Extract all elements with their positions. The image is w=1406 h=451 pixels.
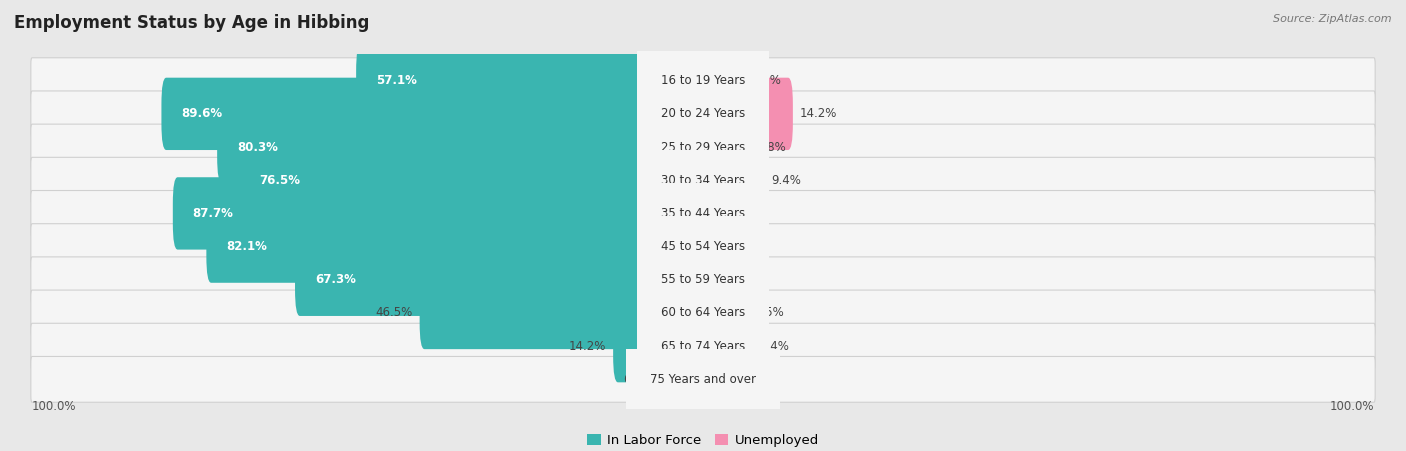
FancyBboxPatch shape <box>240 144 707 216</box>
FancyBboxPatch shape <box>699 45 744 117</box>
FancyBboxPatch shape <box>699 310 752 382</box>
Text: 57.1%: 57.1% <box>375 74 416 87</box>
Text: 2.3%: 2.3% <box>728 240 758 253</box>
Text: 65 to 74 Years: 65 to 74 Years <box>661 340 745 353</box>
Text: 55 to 59 Years: 55 to 59 Years <box>661 273 745 286</box>
Text: 6.3%: 6.3% <box>623 373 654 386</box>
FancyBboxPatch shape <box>356 45 707 117</box>
FancyBboxPatch shape <box>419 277 707 349</box>
Text: 7.4%: 7.4% <box>759 340 789 353</box>
FancyBboxPatch shape <box>31 91 1375 137</box>
FancyBboxPatch shape <box>162 78 707 150</box>
Text: 9.4%: 9.4% <box>772 174 801 187</box>
FancyBboxPatch shape <box>207 211 707 283</box>
Text: 16 to 19 Years: 16 to 19 Years <box>661 74 745 87</box>
FancyBboxPatch shape <box>31 290 1375 336</box>
Text: 0.5%: 0.5% <box>718 207 748 220</box>
FancyBboxPatch shape <box>31 257 1375 303</box>
Text: 25 to 29 Years: 25 to 29 Years <box>661 141 745 153</box>
FancyBboxPatch shape <box>699 244 716 316</box>
Text: 1.3%: 1.3% <box>723 273 752 286</box>
Text: 6.5%: 6.5% <box>754 307 783 319</box>
FancyBboxPatch shape <box>699 111 748 183</box>
Text: 60 to 64 Years: 60 to 64 Years <box>661 307 745 319</box>
FancyBboxPatch shape <box>31 323 1375 369</box>
Text: 100.0%: 100.0% <box>32 400 76 413</box>
FancyBboxPatch shape <box>699 211 721 283</box>
FancyBboxPatch shape <box>699 277 747 349</box>
FancyBboxPatch shape <box>699 144 763 216</box>
Text: 6.1%: 6.1% <box>752 74 782 87</box>
Text: 76.5%: 76.5% <box>260 174 301 187</box>
Text: 100.0%: 100.0% <box>1330 400 1374 413</box>
FancyBboxPatch shape <box>31 124 1375 170</box>
FancyBboxPatch shape <box>613 310 707 382</box>
FancyBboxPatch shape <box>699 177 711 249</box>
FancyBboxPatch shape <box>295 244 707 316</box>
FancyBboxPatch shape <box>661 343 707 415</box>
Text: 35 to 44 Years: 35 to 44 Years <box>661 207 745 220</box>
Text: 30 to 34 Years: 30 to 34 Years <box>661 174 745 187</box>
FancyBboxPatch shape <box>699 78 793 150</box>
FancyBboxPatch shape <box>31 190 1375 236</box>
Text: 0.0%: 0.0% <box>716 373 745 386</box>
FancyBboxPatch shape <box>31 356 1375 402</box>
Text: 67.3%: 67.3% <box>315 273 356 286</box>
Text: 46.5%: 46.5% <box>375 307 412 319</box>
FancyBboxPatch shape <box>31 58 1375 104</box>
FancyBboxPatch shape <box>31 157 1375 203</box>
Text: 14.2%: 14.2% <box>800 107 838 120</box>
Text: 89.6%: 89.6% <box>181 107 222 120</box>
Text: 14.2%: 14.2% <box>568 340 606 353</box>
Text: Source: ZipAtlas.com: Source: ZipAtlas.com <box>1274 14 1392 23</box>
Text: 75 Years and over: 75 Years and over <box>650 373 756 386</box>
Text: 20 to 24 Years: 20 to 24 Years <box>661 107 745 120</box>
FancyBboxPatch shape <box>31 224 1375 270</box>
Text: Employment Status by Age in Hibbing: Employment Status by Age in Hibbing <box>14 14 370 32</box>
Text: 80.3%: 80.3% <box>238 141 278 153</box>
Text: 45 to 54 Years: 45 to 54 Years <box>661 240 745 253</box>
Legend: In Labor Force, Unemployed: In Labor Force, Unemployed <box>582 428 824 451</box>
Text: 82.1%: 82.1% <box>226 240 267 253</box>
FancyBboxPatch shape <box>173 177 707 249</box>
Text: 6.8%: 6.8% <box>755 141 786 153</box>
FancyBboxPatch shape <box>217 111 707 183</box>
Text: 87.7%: 87.7% <box>193 207 233 220</box>
